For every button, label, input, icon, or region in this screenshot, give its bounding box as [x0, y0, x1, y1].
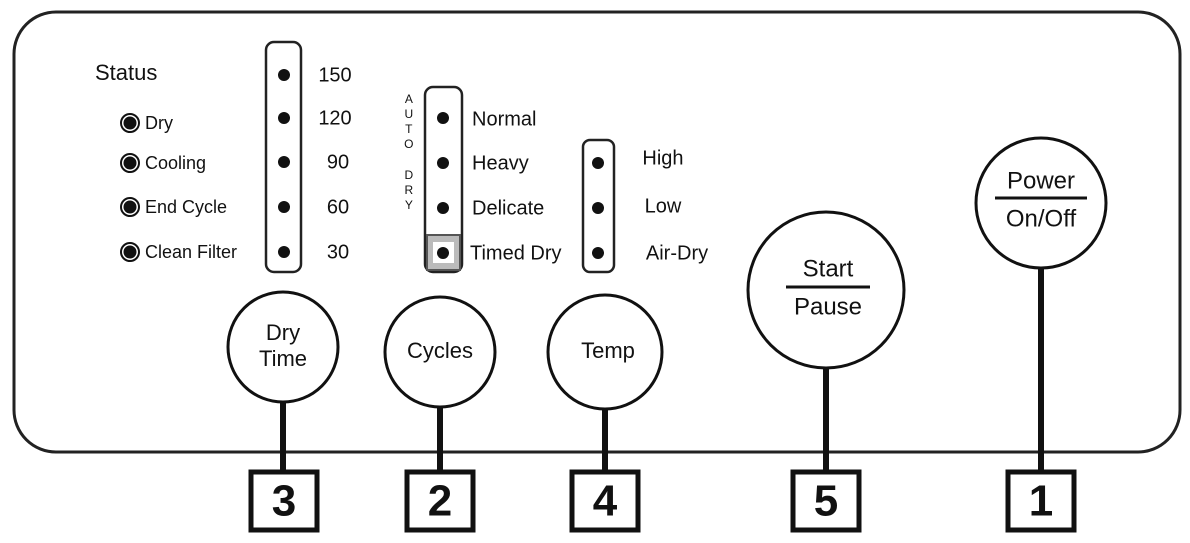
cycles-button: [383, 295, 497, 409]
indicator-ring: [120, 197, 140, 217]
cycle-indicator-frame: [423, 85, 464, 274]
cycle-option: Timed Dry: [470, 242, 561, 264]
temp-option: High: [642, 147, 683, 169]
indicator-dot: [437, 202, 449, 214]
cycle-option: Normal: [472, 108, 536, 130]
callout-boxes: [248, 469, 1077, 533]
time-dots: [278, 69, 290, 258]
indicator-ring: [120, 242, 140, 262]
callout-box: [1005, 469, 1077, 533]
indicator-dot: [437, 247, 449, 259]
time-option: 120: [318, 107, 351, 129]
auto-label: AUTO: [402, 92, 416, 152]
indicator-dot: [278, 201, 290, 213]
indicator-dot: [592, 202, 604, 214]
cycle-option: Delicate: [472, 197, 544, 219]
indicator-dot: [278, 69, 290, 81]
indicator-dot: [278, 246, 290, 258]
button-label: Pause: [794, 293, 862, 320]
indicator-dot: [592, 157, 604, 169]
callout-number: 3: [272, 477, 296, 526]
buttons: [226, 136, 1108, 411]
button-label: Cycles: [407, 338, 473, 363]
status-indicators: [120, 113, 140, 262]
callout-box: [790, 469, 862, 533]
indicator-dot: [123, 245, 137, 259]
button-label: Time: [259, 346, 307, 371]
temp-dots: [592, 157, 604, 259]
status-list: Dry Cooling End Cycle Clean Filter: [120, 113, 237, 262]
start-pause-button: [746, 210, 906, 370]
indicator-dot: [437, 112, 449, 124]
indicator-dot: [123, 200, 137, 214]
indicator-dot: [123, 156, 137, 170]
indicator-dot: [437, 157, 449, 169]
time-option: 90: [327, 151, 349, 173]
dry-label: DRY: [402, 168, 416, 213]
button-label: Dry: [266, 320, 300, 345]
callout-box: [569, 469, 641, 533]
indicator-dot: [123, 116, 137, 130]
time-option: 150: [318, 64, 351, 86]
status-item: End Cycle: [145, 197, 227, 217]
temp-option: Low: [645, 195, 682, 217]
temp-button: [546, 293, 664, 411]
status-item: Clean Filter: [145, 242, 237, 262]
time-option: 60: [327, 196, 349, 218]
callout-number: 4: [593, 477, 618, 526]
callout-number: 2: [428, 477, 452, 526]
indicator-ring: [120, 113, 140, 133]
indicator-dot: [278, 156, 290, 168]
button-label: Start: [803, 255, 854, 282]
callout-number: 1: [1029, 477, 1053, 526]
button-label: Power: [1007, 167, 1075, 194]
temp-indicator-frame: [581, 138, 616, 274]
time-option: 30: [327, 241, 349, 263]
callout-box: [248, 469, 320, 533]
leader-lines: [280, 268, 1044, 472]
button-label: On/Off: [1006, 205, 1077, 232]
callout-box: [404, 469, 476, 533]
dry-time-button: [226, 290, 340, 404]
time-indicator-frame: [264, 40, 303, 274]
cycle-dots: [437, 112, 449, 259]
indicator-ring: [120, 153, 140, 173]
power-button: [974, 136, 1108, 270]
status-item: Dry: [145, 113, 173, 133]
indicator-dot: [278, 112, 290, 124]
temp-option: Air-Dry: [646, 242, 708, 264]
status-item: Cooling: [145, 153, 206, 173]
callout-number: 5: [814, 477, 838, 526]
cycle-option: Heavy: [472, 152, 529, 174]
button-label: Temp: [581, 338, 635, 363]
status-title: Status: [95, 60, 157, 85]
indicator-dot: [592, 247, 604, 259]
